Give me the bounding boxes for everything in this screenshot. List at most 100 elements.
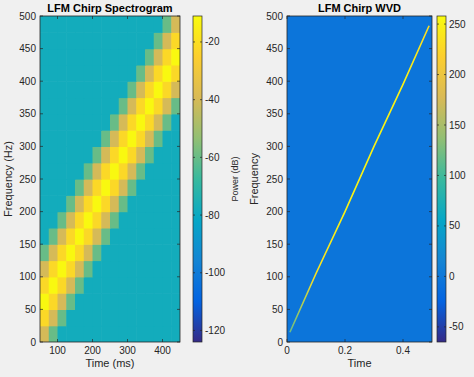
heatmap-cell xyxy=(66,49,75,66)
x-tick xyxy=(57,339,58,342)
heatmap-cell xyxy=(101,130,110,147)
y-tick xyxy=(287,16,290,17)
heatmap-cell xyxy=(49,163,58,180)
heatmap-cell xyxy=(171,163,180,180)
colorbar-tick xyxy=(437,74,439,75)
heatmap-cell xyxy=(49,326,58,342)
colorbar-tick xyxy=(444,326,446,327)
heatmap-cell xyxy=(154,293,163,310)
y-tick xyxy=(177,276,180,277)
heatmap-cell xyxy=(110,326,119,342)
y-tick xyxy=(40,211,43,212)
heatmap-cell xyxy=(58,212,67,229)
y-tick xyxy=(40,244,43,245)
heatmap-cell xyxy=(93,49,102,66)
colorbar-tick xyxy=(193,99,195,100)
heatmap-cell xyxy=(66,130,75,147)
heatmap-cell xyxy=(163,49,172,66)
colorbar-tick xyxy=(200,272,202,273)
colorbar-tick xyxy=(444,125,446,126)
colorbar-tick xyxy=(200,215,202,216)
y-tick-label: 0 xyxy=(277,337,283,348)
y-tick xyxy=(287,309,290,310)
heatmap-cell xyxy=(128,228,137,245)
heatmap-cell xyxy=(163,32,172,49)
heatmap-cell xyxy=(171,146,180,163)
heatmap-cell xyxy=(40,16,49,33)
heatmap-cell xyxy=(75,179,84,196)
heatmap-cell xyxy=(58,130,67,147)
heatmap-cell xyxy=(66,228,75,245)
heatmap-cell xyxy=(40,146,49,163)
colorbar-tick-label: -20 xyxy=(205,36,220,47)
heatmap-cell xyxy=(93,81,102,98)
heatmap-cell xyxy=(119,326,128,342)
heatmap-cell xyxy=(75,163,84,180)
heatmap-cell xyxy=(145,309,154,326)
heatmap-cell xyxy=(136,114,145,131)
heatmap-cell xyxy=(154,98,163,115)
heatmap-cell xyxy=(119,81,128,98)
heatmap-cell xyxy=(93,195,102,212)
heatmap-cell xyxy=(171,16,180,33)
heatmap-cell xyxy=(84,195,93,212)
heatmap-cell xyxy=(40,65,49,82)
y-tick xyxy=(429,16,432,17)
heatmap-cell xyxy=(110,212,119,229)
heatmap-cell xyxy=(136,277,145,294)
heatmap-cell xyxy=(49,114,58,131)
heatmap-cell xyxy=(145,179,154,196)
heatmap-cell xyxy=(119,228,128,245)
heatmap-cell xyxy=(136,179,145,196)
heatmap-cell xyxy=(128,326,137,342)
heatmap-cell xyxy=(171,212,180,229)
heatmap-cell xyxy=(110,195,119,212)
heatmap-cell xyxy=(66,277,75,294)
heatmap-cell xyxy=(84,293,93,310)
heatmap-cell xyxy=(101,277,110,294)
x-tick-label: 0.2 xyxy=(338,345,352,356)
heatmap-cell xyxy=(171,65,180,82)
y-tick xyxy=(177,309,180,310)
heatmap-cell xyxy=(93,261,102,278)
colorbar-tick xyxy=(437,276,439,277)
heatmap-cell xyxy=(93,16,102,33)
heatmap-cell xyxy=(58,293,67,310)
heatmap-cell xyxy=(49,130,58,147)
heatmap-cell xyxy=(84,49,93,66)
title: LFM Chirp Spectrogram xyxy=(47,2,173,14)
heatmap-cell xyxy=(66,293,75,310)
heatmap-cell xyxy=(136,32,145,49)
y-tick xyxy=(177,244,180,245)
y-tick xyxy=(429,113,432,114)
y-tick xyxy=(429,179,432,180)
heatmap-cell xyxy=(75,261,84,278)
heatmap-cell xyxy=(163,179,172,196)
heatmap-cell xyxy=(119,146,128,163)
heatmap-cell xyxy=(136,309,145,326)
heatmap-cell xyxy=(93,212,102,229)
heatmap-cell xyxy=(128,277,137,294)
heatmap-cell xyxy=(40,277,49,294)
colorbar-tick-label: 0 xyxy=(449,271,455,282)
y-axis-label: Frequency xyxy=(248,153,260,205)
heatmap-cell xyxy=(84,163,93,180)
y-tick xyxy=(177,113,180,114)
heatmap-cell xyxy=(101,212,110,229)
heatmap-cell xyxy=(119,195,128,212)
heatmap-cell xyxy=(136,81,145,98)
heatmap-cell xyxy=(101,163,110,180)
heatmap-cell xyxy=(154,261,163,278)
heatmap-cell xyxy=(145,326,154,342)
heatmap-cell xyxy=(128,32,137,49)
heatmap-cell xyxy=(101,49,110,66)
title: LFM Chirp WVD xyxy=(318,2,401,14)
heatmap-cell xyxy=(128,309,137,326)
heatmap-cell xyxy=(171,326,180,342)
heatmap-cell xyxy=(171,81,180,98)
heatmap-cell xyxy=(84,309,93,326)
heatmap-cell xyxy=(58,179,67,196)
y-tick xyxy=(40,113,43,114)
heatmap-cell xyxy=(154,228,163,245)
heatmap-cell xyxy=(171,98,180,115)
